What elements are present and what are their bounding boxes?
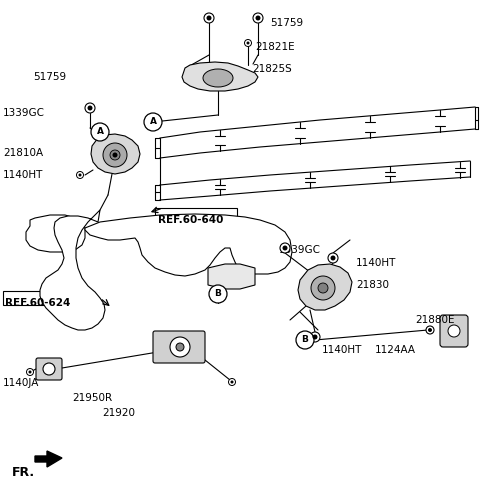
- Text: 1140HT: 1140HT: [322, 345, 362, 355]
- Circle shape: [76, 172, 84, 178]
- Circle shape: [228, 378, 236, 386]
- Polygon shape: [298, 264, 352, 310]
- Polygon shape: [91, 134, 140, 174]
- Text: B: B: [301, 336, 309, 344]
- Text: 21880E: 21880E: [415, 315, 455, 325]
- Polygon shape: [26, 215, 85, 252]
- Circle shape: [310, 332, 320, 342]
- Circle shape: [85, 103, 95, 113]
- Circle shape: [426, 326, 434, 334]
- Circle shape: [328, 253, 338, 263]
- Text: 1339GC: 1339GC: [3, 108, 45, 118]
- Circle shape: [318, 283, 328, 293]
- Circle shape: [87, 106, 93, 110]
- Ellipse shape: [203, 69, 233, 87]
- Circle shape: [103, 143, 127, 167]
- Polygon shape: [208, 264, 255, 289]
- Text: 51759: 51759: [33, 72, 66, 82]
- Text: 1339GC: 1339GC: [279, 245, 321, 255]
- Circle shape: [206, 16, 212, 20]
- Circle shape: [255, 16, 261, 20]
- Text: 21810A: 21810A: [3, 148, 43, 158]
- Text: 21950R: 21950R: [72, 393, 112, 403]
- Polygon shape: [85, 214, 292, 276]
- Text: 1140HT: 1140HT: [356, 258, 396, 268]
- Text: B: B: [215, 290, 221, 298]
- Circle shape: [244, 40, 252, 46]
- FancyBboxPatch shape: [440, 315, 468, 347]
- Text: REF.60-640: REF.60-640: [158, 215, 223, 225]
- Circle shape: [428, 328, 432, 332]
- Text: 21920: 21920: [102, 408, 135, 418]
- Text: A: A: [96, 128, 104, 136]
- Circle shape: [26, 368, 34, 376]
- Text: 21830: 21830: [356, 280, 389, 290]
- Circle shape: [28, 370, 32, 374]
- FancyBboxPatch shape: [36, 358, 62, 380]
- Circle shape: [112, 152, 118, 158]
- Circle shape: [313, 335, 317, 339]
- Text: REF.60-624: REF.60-624: [5, 298, 71, 308]
- Circle shape: [280, 243, 290, 253]
- Text: 1124AA: 1124AA: [375, 345, 416, 355]
- Circle shape: [91, 123, 109, 141]
- Circle shape: [296, 331, 314, 349]
- Circle shape: [448, 325, 460, 337]
- Text: FR.: FR.: [12, 466, 35, 479]
- Text: 21825S: 21825S: [252, 64, 292, 74]
- Circle shape: [311, 276, 335, 300]
- Circle shape: [144, 113, 162, 131]
- Circle shape: [230, 380, 233, 384]
- Circle shape: [209, 285, 227, 303]
- Text: 1140JA: 1140JA: [3, 378, 39, 388]
- Circle shape: [312, 334, 317, 340]
- Circle shape: [283, 246, 288, 250]
- Circle shape: [204, 13, 214, 23]
- Polygon shape: [35, 451, 62, 467]
- Circle shape: [253, 13, 263, 23]
- Text: 21821E: 21821E: [255, 42, 295, 52]
- Text: 1140HT: 1140HT: [3, 170, 43, 180]
- Circle shape: [43, 363, 55, 375]
- Circle shape: [331, 256, 336, 260]
- Polygon shape: [182, 62, 258, 91]
- Circle shape: [176, 343, 184, 351]
- Circle shape: [79, 174, 82, 176]
- Text: 51759: 51759: [270, 18, 303, 28]
- Circle shape: [170, 337, 190, 357]
- Polygon shape: [40, 210, 105, 330]
- Text: A: A: [149, 118, 156, 126]
- FancyBboxPatch shape: [153, 331, 205, 363]
- Circle shape: [110, 150, 120, 160]
- Circle shape: [247, 42, 250, 44]
